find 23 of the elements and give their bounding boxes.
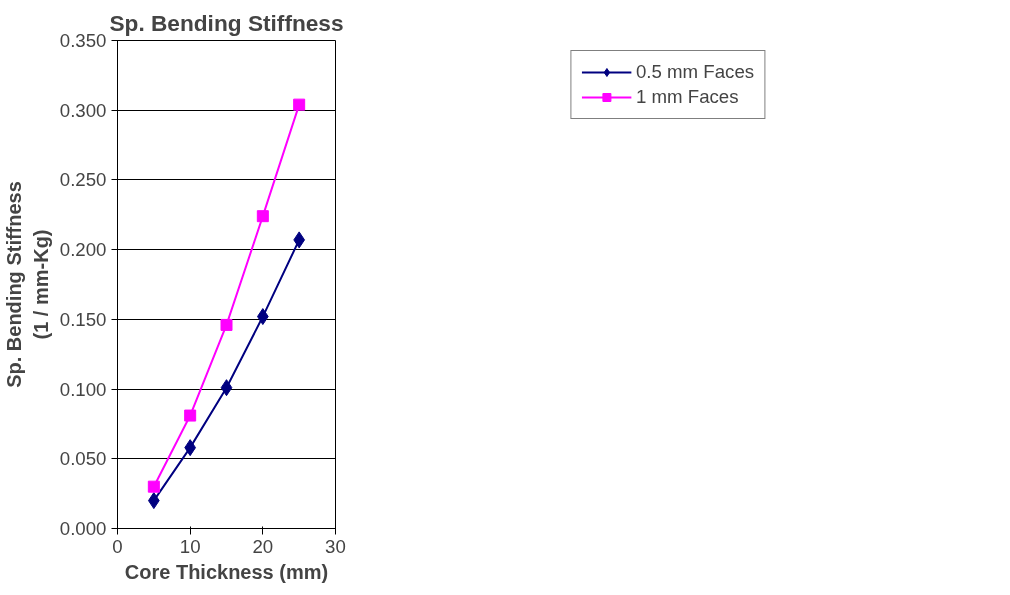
y-tick-label: 0.100	[59, 378, 107, 400]
point	[220, 318, 233, 331]
legend-label: 1 mm Faces	[635, 86, 739, 108]
point	[147, 480, 160, 493]
y-tick-label: 0.350	[59, 30, 107, 51]
legend-label: 0.5 mm Faces	[635, 61, 755, 83]
point	[256, 210, 269, 223]
y-axis-title: Sp. Bending Stiffness (1 / mm-Kg)	[3, 181, 52, 388]
chart-title: Sp. Bending Stiffness	[109, 9, 344, 36]
y-tick-label: 0.300	[59, 99, 107, 121]
y-tick-label: 0.250	[59, 169, 107, 191]
point	[293, 98, 306, 111]
point	[184, 409, 197, 422]
y-tick-label: 0.050	[59, 448, 107, 470]
x-tick-label: 10	[179, 535, 201, 557]
x-tick-label: 0	[112, 535, 123, 557]
x-axis-title: Core Thickness (mm)	[124, 560, 329, 583]
x-tick-label: 30	[325, 535, 346, 557]
y-tick-label: 0.150	[59, 308, 107, 330]
point	[220, 379, 233, 397]
y-tick-label: 0.000	[59, 518, 107, 539]
x-tick-label: 20	[252, 535, 274, 557]
y-tick-label: 0.200	[59, 239, 107, 261]
